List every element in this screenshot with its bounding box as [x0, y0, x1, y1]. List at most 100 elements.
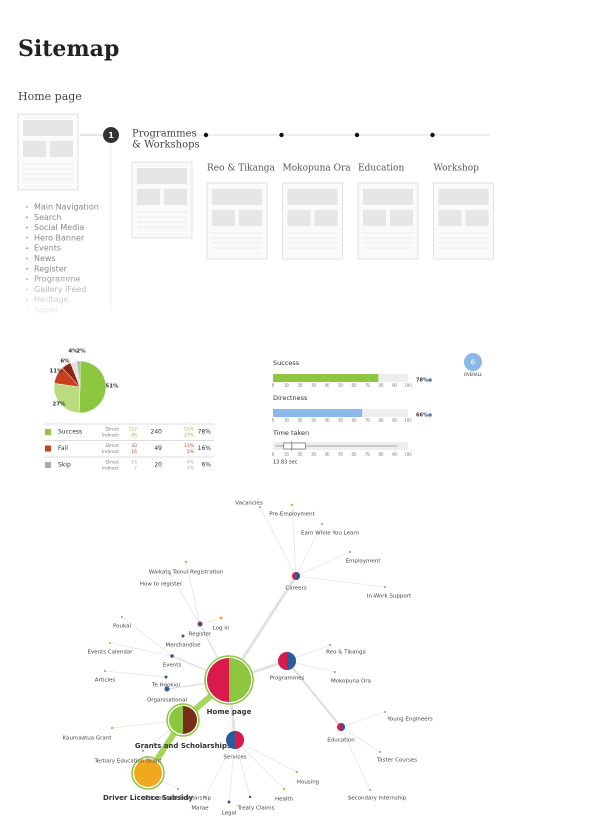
tick-label: 50	[338, 452, 344, 457]
nav-item: News	[34, 254, 56, 263]
cell: 16	[131, 449, 137, 455]
node-label: Marae	[191, 806, 209, 812]
node-label: Events	[163, 663, 182, 669]
graph-node	[142, 750, 144, 752]
graph-node	[104, 670, 106, 672]
pie-label: 2%	[76, 349, 86, 355]
tick-label: 20	[297, 452, 303, 457]
node-label: Careers	[285, 586, 306, 592]
node-label: Educational Scholarship	[145, 796, 211, 802]
bullet	[26, 309, 28, 311]
graph-node	[184, 560, 188, 564]
wireframe-block	[137, 189, 160, 205]
tick-label: 40	[324, 383, 330, 388]
wireframe-block	[390, 210, 413, 226]
nav-item: Main Navigation	[34, 203, 99, 212]
graph-node	[384, 586, 386, 588]
graph-node	[109, 642, 111, 644]
node-label: Register	[189, 632, 212, 638]
graph-edge	[199, 617, 222, 625]
nav-item: Social	[34, 306, 58, 315]
graph-node	[110, 726, 114, 730]
connector-dot	[279, 132, 284, 138]
graph-node	[169, 573, 171, 575]
bullet	[26, 216, 28, 219]
nav-item: Events	[34, 244, 61, 253]
pie-label: 51%	[105, 384, 119, 390]
tick-label: 90	[392, 418, 398, 423]
graph-node	[181, 634, 185, 638]
graph-node-part	[183, 706, 197, 734]
node-label: Waikato Tainui Registration	[149, 570, 224, 576]
graph-node	[170, 654, 174, 658]
graph-edge	[121, 616, 173, 657]
bullet	[26, 288, 28, 291]
node-label: Reo & Tikanga	[326, 650, 366, 656]
node-label: Kaumaatua Grant	[63, 736, 113, 742]
graph-node	[164, 686, 170, 692]
overall-label: OVERALL	[464, 372, 483, 377]
graph-edge	[169, 573, 201, 625]
cell: 78%	[198, 429, 212, 436]
node-label: Young Engineers	[386, 717, 433, 723]
value-label: 78%	[416, 378, 428, 384]
node-label: Education	[327, 738, 355, 744]
cell: 27%	[184, 433, 195, 439]
nav-item: Heritage	[34, 295, 69, 304]
graph-node	[282, 787, 286, 791]
nav-item: Social Media	[34, 223, 84, 232]
nav-item: Register	[34, 264, 68, 273]
cell: Indirect	[102, 449, 119, 455]
cell: 14	[131, 460, 137, 466]
node-label: Events Calendar	[87, 650, 133, 656]
tick-label: 0	[272, 418, 275, 423]
connector-dot	[203, 132, 209, 138]
child-title: Reo & Tikanga	[207, 164, 276, 174]
tick-label: 20	[297, 383, 303, 388]
wireframe-block	[164, 189, 187, 205]
pie-slice	[76, 360, 81, 388]
swatch	[45, 462, 51, 468]
child-title: Mokopuna Ora	[283, 164, 352, 174]
tick-label: 30	[311, 383, 317, 388]
box	[283, 442, 306, 450]
tick-label: 10	[284, 418, 290, 423]
nav-item: Programme	[34, 275, 81, 284]
row-label: Success	[58, 429, 82, 436]
graph-edge	[340, 726, 381, 753]
tick-label: 100	[404, 383, 412, 388]
cell: 240	[151, 429, 163, 436]
info-icon	[428, 413, 432, 417]
graph-node	[290, 503, 294, 507]
cell: 7	[134, 466, 137, 472]
tick-label: 50	[338, 383, 344, 388]
graph-edge	[295, 551, 351, 577]
metric-title: Success	[273, 359, 300, 367]
step-badge	[103, 127, 119, 143]
bullet	[26, 298, 28, 301]
pie-slice	[53, 383, 81, 414]
tick-label: 50	[338, 418, 344, 423]
graph-node	[369, 789, 371, 791]
graph-node	[219, 616, 223, 620]
graph-node	[177, 788, 179, 790]
wireframe-block	[212, 189, 262, 205]
graph-node	[134, 759, 162, 787]
bullet	[26, 226, 28, 229]
graph-node	[384, 711, 386, 713]
cell: Direct	[106, 443, 120, 449]
graph-edge	[109, 642, 173, 657]
cell: 4%	[187, 460, 195, 466]
graph-node	[121, 616, 123, 618]
bar	[273, 409, 363, 417]
nav-item: Search	[34, 213, 61, 222]
node-label: Legal	[222, 811, 237, 817]
graph-node-part	[341, 723, 345, 731]
overall-value: 6	[471, 359, 476, 367]
tick-label: 30	[311, 452, 317, 457]
tick-label: 60	[351, 383, 357, 388]
cell: Indirect	[102, 466, 119, 472]
graph-edge	[171, 635, 184, 657]
nav-item: Hero Banner	[34, 233, 85, 242]
